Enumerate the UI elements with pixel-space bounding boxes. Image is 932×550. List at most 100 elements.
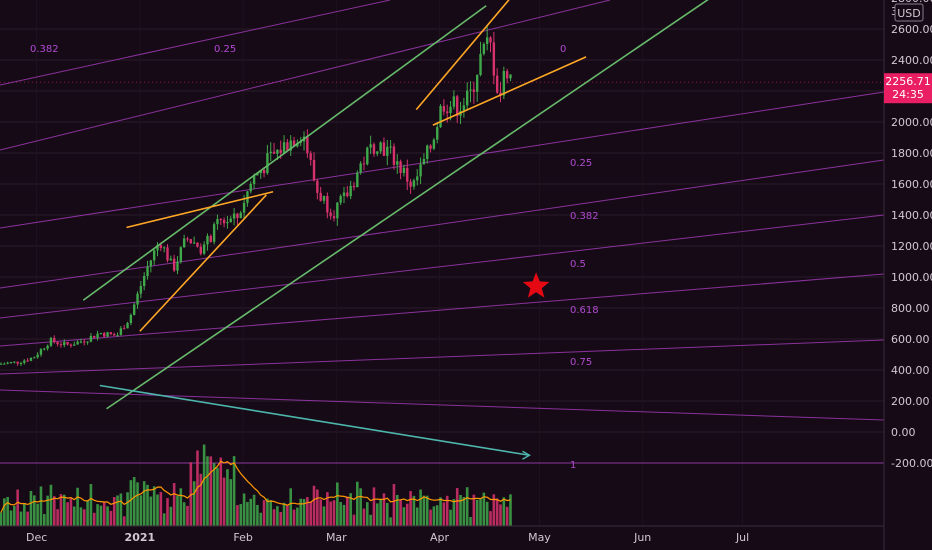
y-tick-label: 1400.00 xyxy=(891,209,932,222)
trend-line[interactable] xyxy=(126,190,274,229)
candle-body xyxy=(232,213,236,219)
volume-bar xyxy=(412,495,416,526)
candle-body xyxy=(63,341,66,346)
candle-body xyxy=(103,333,106,337)
candle-body xyxy=(206,235,209,245)
volume-bar xyxy=(292,509,296,526)
candle-countdown: 24:35 xyxy=(892,88,924,101)
volume-bar xyxy=(316,489,319,526)
volume-bar xyxy=(239,504,243,526)
volume-bar xyxy=(262,500,266,526)
trend-line[interactable] xyxy=(139,194,267,332)
volume-bar xyxy=(459,495,462,526)
candle-body xyxy=(96,333,99,338)
candle-body xyxy=(485,37,489,44)
volume-bar xyxy=(26,511,29,526)
candle-body xyxy=(73,344,76,346)
candle-body xyxy=(239,212,242,219)
volume-bar xyxy=(499,504,502,526)
candle-body xyxy=(116,334,119,336)
candle-body xyxy=(222,219,226,224)
volume-bar xyxy=(56,509,59,526)
fib-line xyxy=(0,91,885,229)
candle-body xyxy=(16,361,19,364)
candle-body xyxy=(49,337,53,346)
trend-line[interactable] xyxy=(106,0,756,410)
candle-body xyxy=(422,159,426,165)
volume-bar xyxy=(309,502,312,526)
volume-bar xyxy=(405,503,409,526)
candle-body xyxy=(136,293,139,305)
volume-bar xyxy=(306,497,309,526)
candle-body xyxy=(462,105,466,112)
volume-bar xyxy=(246,502,249,526)
y-tick-label: 2000.00 xyxy=(891,116,932,129)
volume-bar xyxy=(379,499,382,526)
volume-bar xyxy=(395,494,399,526)
volume-bar xyxy=(346,496,349,526)
fib-level-label: 0 xyxy=(560,44,566,55)
volume-bar xyxy=(149,496,153,526)
candle-body xyxy=(442,106,446,112)
candle-body xyxy=(456,96,459,116)
volume-bar xyxy=(242,493,246,526)
trend-line[interactable] xyxy=(82,5,487,301)
candle-body xyxy=(36,354,39,358)
volume-bar xyxy=(465,487,469,526)
volume-bar xyxy=(432,506,436,526)
trend-line[interactable] xyxy=(99,384,530,457)
volume-bar xyxy=(46,495,49,526)
volume-bar xyxy=(176,495,179,526)
candle-body xyxy=(439,106,442,128)
candle-body xyxy=(406,167,409,182)
candle-body xyxy=(189,239,193,244)
volume-bar xyxy=(232,456,236,526)
candle-body xyxy=(39,349,43,355)
volume-bar xyxy=(222,477,226,526)
volume-bar xyxy=(39,486,43,526)
candle-body xyxy=(252,175,256,184)
candle-body xyxy=(469,89,472,91)
candle-body xyxy=(133,304,136,315)
volume-bar xyxy=(336,482,339,526)
volume-bar xyxy=(489,511,492,526)
currency-badge[interactable]: USD xyxy=(894,3,924,22)
volume-bar xyxy=(509,494,512,526)
volume-bar xyxy=(269,500,273,526)
x-tick-label: Mar xyxy=(326,531,347,544)
trend-lines[interactable] xyxy=(82,0,756,460)
trend-line[interactable] xyxy=(432,56,587,126)
current-price-tag: 2256.71 24:35 xyxy=(884,73,932,104)
candle-body xyxy=(162,247,166,249)
time-axis[interactable]: Dec 2021 Feb Mar Apr May Jun Jul xyxy=(26,531,749,544)
candle-body xyxy=(69,344,73,346)
fib-level-label: 0.25 xyxy=(570,158,592,169)
price-axis[interactable]: -200.00 0.00 200.00 400.00 600.00 800.00 1000.… xyxy=(891,0,932,470)
candle-body xyxy=(33,357,36,359)
candle-body xyxy=(66,341,69,345)
candle-body xyxy=(56,342,59,345)
volume-bar xyxy=(289,488,293,526)
fib-level-label: 0.618 xyxy=(570,305,599,316)
volume-bar xyxy=(172,483,176,526)
candle-body xyxy=(6,362,9,364)
volume-bar xyxy=(96,504,99,526)
fib-level-label: 0.382 xyxy=(570,211,599,222)
volume-bar xyxy=(69,498,73,526)
currency-badge-label: USD xyxy=(897,7,921,20)
candle-body xyxy=(349,185,352,197)
candle-body xyxy=(123,328,126,330)
y-tick-label: 2400.00 xyxy=(891,54,932,67)
volume-bar xyxy=(19,511,23,526)
volume-bar xyxy=(0,512,3,526)
volume-bar xyxy=(302,498,306,526)
volume-bar xyxy=(439,497,442,526)
volume-bar xyxy=(392,483,396,526)
candle-body xyxy=(309,153,312,160)
trend-line[interactable] xyxy=(415,0,526,111)
volume-bar xyxy=(359,488,362,526)
candle-body xyxy=(169,258,173,261)
volume-bar xyxy=(372,487,376,526)
candle-body xyxy=(246,191,249,203)
